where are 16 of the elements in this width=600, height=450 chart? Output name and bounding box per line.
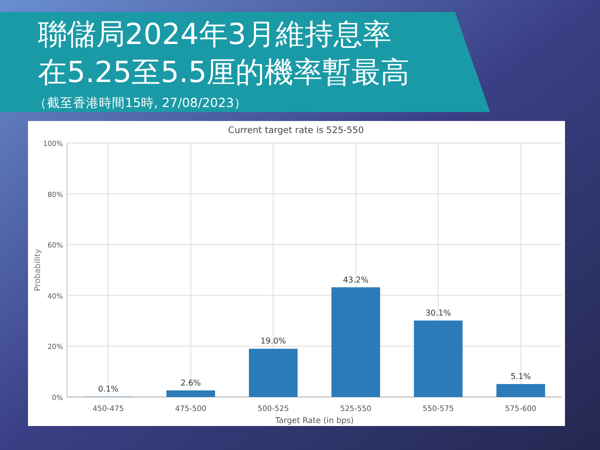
bar xyxy=(331,287,380,397)
data-label: 19.0% xyxy=(260,336,286,346)
bar xyxy=(166,390,216,397)
data-label: 2.6% xyxy=(180,378,202,388)
text: Current target rate is 525-550 xyxy=(228,126,364,136)
bar xyxy=(496,384,546,397)
bar xyxy=(248,348,298,397)
chart-title: 聯儲局2024年3月維持息率在5.25至5.5厘的機率暫最高 xyxy=(38,17,410,89)
x-axis-title: Target Rate (in bps) xyxy=(274,416,354,425)
data-label: 5.1% xyxy=(510,372,532,382)
y-axis-title: Probability xyxy=(33,248,42,292)
data-label: 43.2% xyxy=(343,275,369,284)
data-label: 0.1% xyxy=(98,384,119,394)
bar xyxy=(414,320,463,397)
data-label: 30.1% xyxy=(426,308,452,318)
chart-subtitle: （截至香港時間15時, 27/08/2023） xyxy=(34,95,247,110)
